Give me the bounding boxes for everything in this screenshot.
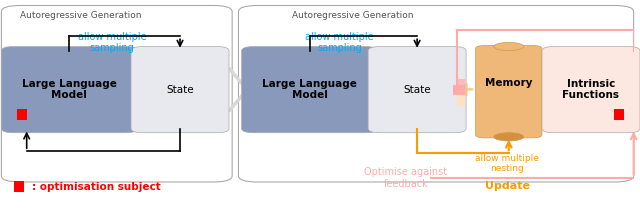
Polygon shape <box>226 67 249 112</box>
Text: State: State <box>403 85 431 95</box>
Text: State: State <box>166 85 194 95</box>
Text: Autoregressive Generation: Autoregressive Generation <box>292 11 413 20</box>
Text: Large Language
Model: Large Language Model <box>262 79 357 100</box>
Text: Large Language
Model: Large Language Model <box>22 79 116 100</box>
FancyBboxPatch shape <box>454 84 465 95</box>
Text: Intrinsic
Functions: Intrinsic Functions <box>563 79 620 100</box>
FancyBboxPatch shape <box>542 47 640 133</box>
Text: Autoregressive Generation: Autoregressive Generation <box>20 11 141 20</box>
FancyBboxPatch shape <box>131 47 229 133</box>
FancyBboxPatch shape <box>456 95 465 106</box>
Text: Optimise against
feedback: Optimise against feedback <box>364 167 447 189</box>
FancyBboxPatch shape <box>476 46 542 138</box>
Text: allow multiple
nesting: allow multiple nesting <box>476 154 539 173</box>
FancyBboxPatch shape <box>456 79 465 91</box>
FancyBboxPatch shape <box>17 109 28 120</box>
Text: Update: Update <box>484 181 530 191</box>
FancyBboxPatch shape <box>1 47 138 133</box>
Text: allow multiple
sampling: allow multiple sampling <box>305 32 374 53</box>
Text: : optimisation subject: : optimisation subject <box>32 182 161 192</box>
Ellipse shape <box>494 42 524 51</box>
Text: +: + <box>457 80 476 100</box>
Text: allow multiple
sampling: allow multiple sampling <box>77 32 147 53</box>
FancyBboxPatch shape <box>368 47 466 133</box>
Text: Memory: Memory <box>485 78 532 88</box>
FancyBboxPatch shape <box>242 47 378 133</box>
FancyBboxPatch shape <box>614 109 624 120</box>
Ellipse shape <box>494 133 524 141</box>
FancyBboxPatch shape <box>14 181 24 192</box>
